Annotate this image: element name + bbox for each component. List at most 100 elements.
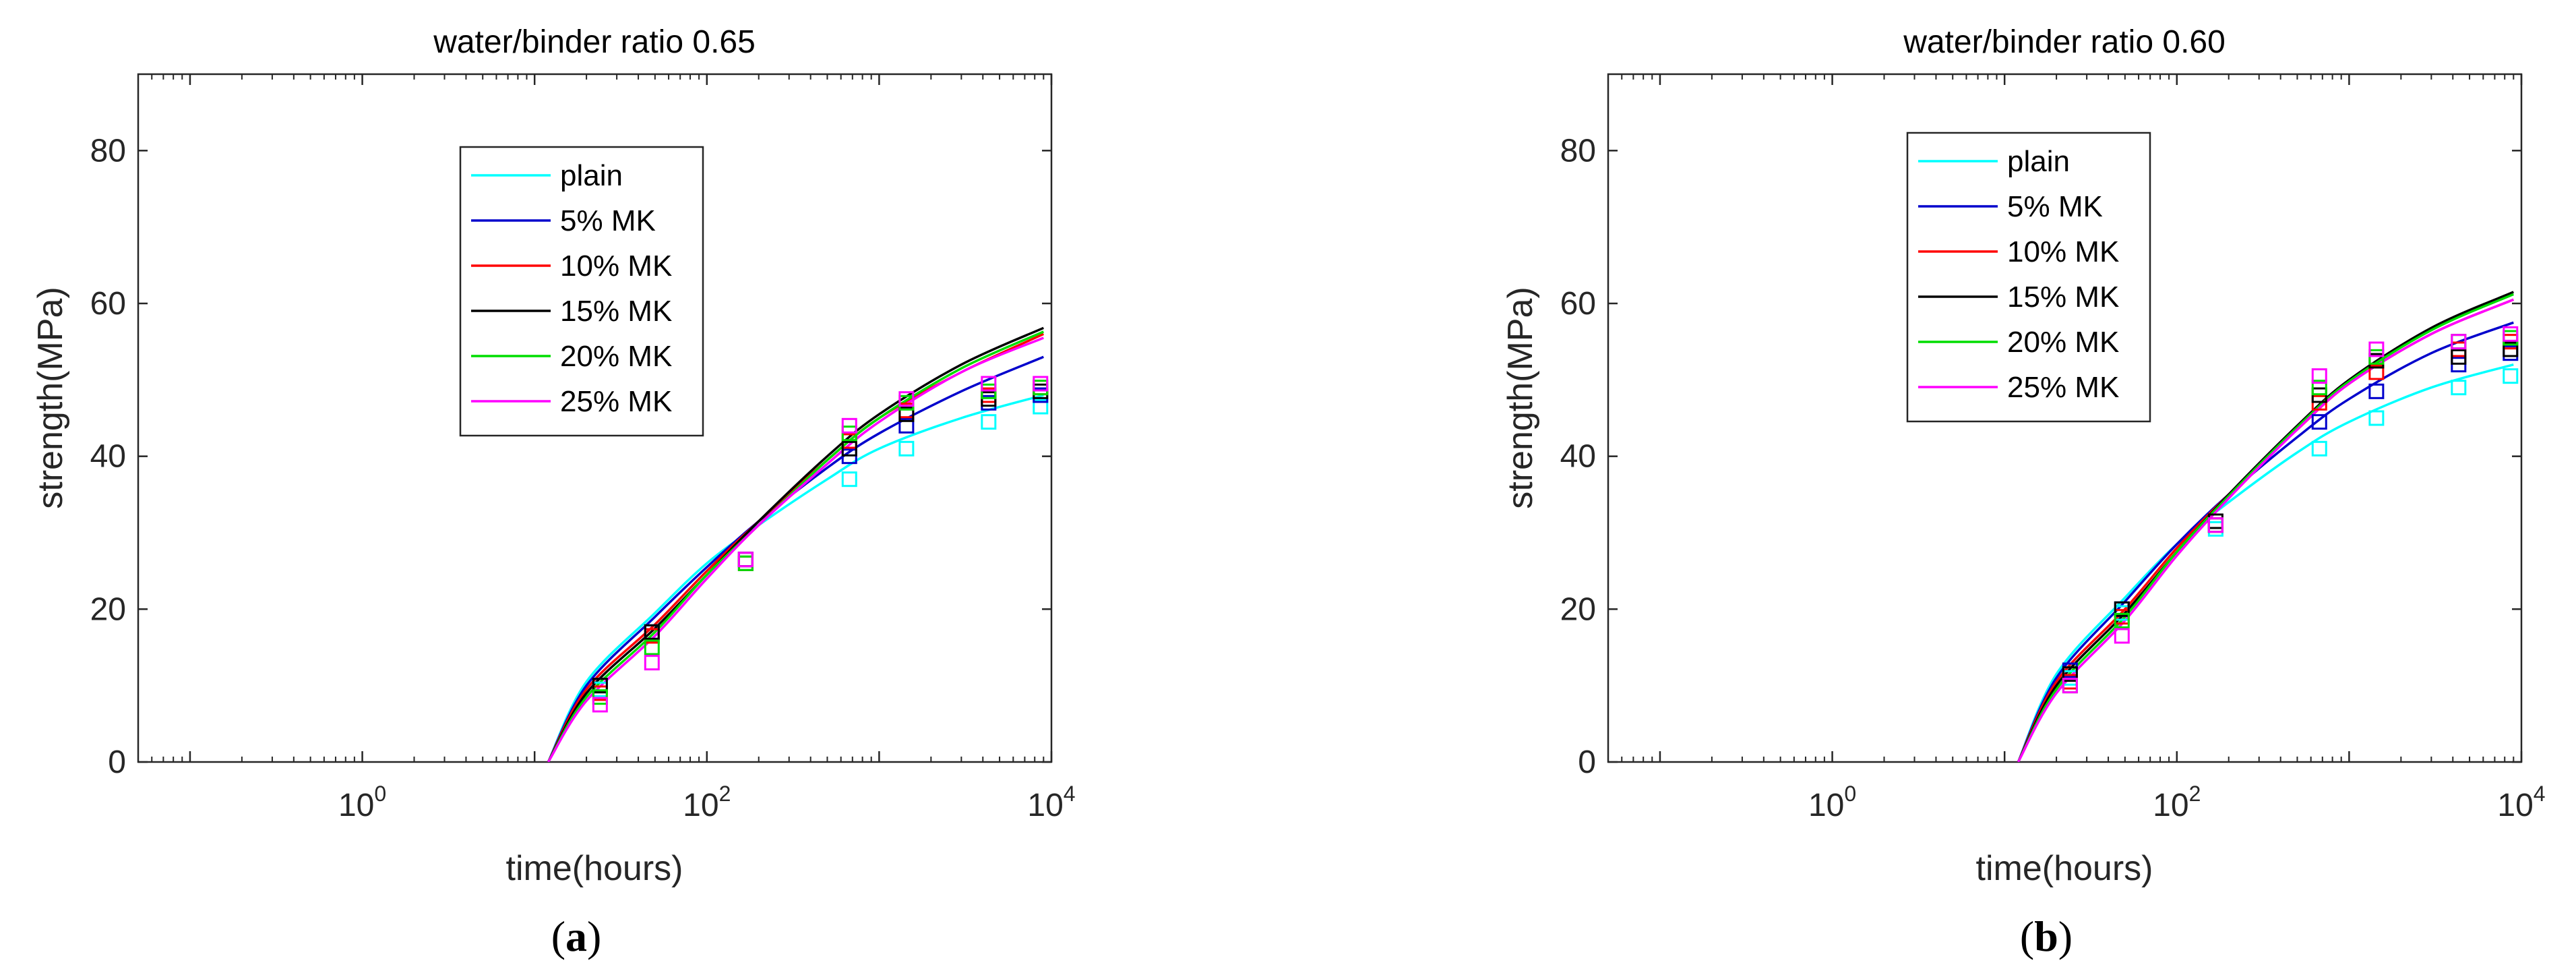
panel-a-legend-label: 15% MK — [560, 295, 672, 328]
panel-b-measured-point — [2114, 628, 2130, 644]
panel-a-measured-point — [898, 440, 915, 457]
panel-b-xtick-label: 104 — [2497, 782, 2545, 823]
panel-a-legend-label: 10% MK — [560, 249, 672, 283]
panel-a-xtick-exp: 2 — [719, 782, 731, 806]
panel-a-measured-point — [898, 391, 915, 407]
panel-b-legend-label: 25% MK — [2007, 371, 2119, 404]
panel-b-measured-point — [2368, 341, 2385, 357]
panel-a-xtick-label: 104 — [1027, 782, 1075, 823]
panel-a-legend-label: plain — [560, 159, 623, 192]
panel-b-ytick-label: 80 — [1560, 133, 1596, 169]
panel-b-legend-label: 20% MK — [2007, 326, 2119, 359]
panel-b-measured-point — [2368, 383, 2385, 399]
panel-a-legend-label: 20% MK — [560, 340, 672, 373]
panel-b-ylabel: strength(MPa) — [1501, 287, 1540, 508]
panel-b-legend-label: 10% MK — [2007, 235, 2119, 268]
panel-b-fit-curve — [2017, 298, 2514, 762]
panel-b-measured-point — [2062, 666, 2078, 682]
panel-b-measured-point — [2114, 612, 2130, 628]
panel-a-measured-point — [644, 655, 660, 671]
panel-b-legend-label: plain — [2007, 145, 2070, 178]
panel-b-xtick-base: 10 — [2153, 788, 2188, 823]
panel-b-title: water/binder ratio 0.60 — [1903, 24, 2226, 60]
panel-a-xtick-exp: 0 — [374, 782, 386, 806]
panel-a-ylabel: strength(MPa) — [31, 287, 70, 508]
panel-a-xtick-base: 10 — [1027, 788, 1063, 823]
panel-a-measured-point — [898, 406, 915, 422]
panel-b-measured-point — [2311, 440, 2327, 457]
panel-b-measured-point — [2207, 517, 2224, 533]
panel-a-legend-label: 25% MK — [560, 385, 672, 418]
panel-b-legend: plain 5% MK 10% MK 15% MK 20% MK 25% MK — [1906, 131, 2151, 423]
panel-b-xtick-label: 100 — [1808, 782, 1856, 823]
panel-a-fit-curve — [547, 326, 1045, 762]
panel-b-xtick-base: 10 — [2497, 788, 2533, 823]
panel-b-caption-letter: b — [2034, 912, 2058, 960]
panel-b-xlabel: time(hours) — [1976, 849, 2153, 888]
panel-a-legend: plain 5% MK 10% MK 15% MK 20% MK 25% MK — [459, 146, 704, 437]
panel-a-ytick-label: 80 — [90, 133, 126, 169]
panel-a-measured-point — [841, 417, 857, 434]
panel-a-measured-point — [981, 414, 997, 430]
panel-a-measured-point — [841, 440, 857, 457]
panel-a-measured-point — [592, 697, 608, 713]
panel-b-legend-box — [1906, 131, 2151, 423]
panel-a-legend-label: 5% MK — [560, 204, 656, 237]
panel-a-measured-point — [981, 376, 997, 392]
panel-a-measured-point — [1033, 376, 1049, 392]
panel-a-measured-point — [592, 678, 608, 694]
panel-b-xtick-exp: 0 — [1844, 782, 1856, 806]
panel-b-legend-label: 15% MK — [2007, 281, 2119, 314]
panel-a-measured-point — [737, 552, 754, 568]
panel-b-measured-point — [2311, 368, 2327, 384]
panel-b-measured-point — [2311, 414, 2327, 430]
panel-a-title: water/binder ratio 0.65 — [433, 24, 756, 60]
panel-b-measured-point — [2503, 341, 2519, 357]
panel-a-xtick-label: 100 — [338, 782, 386, 823]
panel-a-xtick-base: 10 — [338, 788, 374, 823]
panel-a-xtick-exp: 4 — [1064, 782, 1076, 806]
panel-b-measured-point — [2368, 364, 2385, 380]
panel-a-measured-point — [1033, 399, 1049, 415]
panel-b-legend-label: 5% MK — [2007, 190, 2103, 223]
panel-a-caption: (a) — [551, 912, 602, 960]
panel-a-caption-letter: a — [565, 912, 587, 960]
panel-b-measured-point — [2451, 334, 2467, 350]
panel-b-fit-curve — [2017, 293, 2515, 762]
panel-b-measured-point — [2451, 349, 2467, 365]
panel-b: water/binder ratio 0.60 strength(MPa) ti… — [1501, 24, 2546, 960]
panel-b-measured-point — [2503, 368, 2519, 384]
panel-a-ytick-label: 40 — [90, 439, 126, 475]
panel-b-measured-point — [2311, 380, 2327, 396]
panel-a-xtick-label: 102 — [683, 782, 731, 823]
panel-a: water/binder ratio 0.65 strength(MPa) ti… — [31, 24, 1076, 960]
panel-b-ytick-label: 20 — [1560, 591, 1596, 627]
panel-b-fit-curve — [2017, 363, 2514, 762]
panel-a-xlabel: time(hours) — [506, 849, 683, 888]
panel-b-measured-point — [2114, 601, 2130, 617]
panel-a-measured-point — [644, 624, 660, 640]
panel-b-xtick-label: 102 — [2153, 782, 2201, 823]
panel-a-measured-point — [898, 417, 915, 434]
panel-a-xtick-base: 10 — [683, 788, 718, 823]
panel-b-measured-point — [2451, 380, 2467, 396]
panel-a-ytick-label: 0 — [108, 744, 126, 780]
panel-a-ytick-label: 20 — [90, 591, 126, 627]
panel-a-legend-box — [459, 146, 704, 437]
panel-b-measured-point — [2503, 326, 2519, 342]
panel-b-ytick-label: 40 — [1560, 439, 1596, 475]
panel-b-xtick-exp: 2 — [2189, 782, 2201, 806]
panel-b-xtick-base: 10 — [1808, 788, 1844, 823]
panel-a-measured-point — [644, 639, 660, 655]
panel-a-ytick-label: 60 — [90, 286, 126, 322]
panel-b-ytick-label: 60 — [1560, 286, 1596, 322]
panel-b-caption: (b) — [2020, 912, 2073, 960]
panel-b-measured-point — [2062, 678, 2078, 694]
panel-b-xtick-exp: 4 — [2534, 782, 2546, 806]
panel-b-measured-point — [2368, 410, 2385, 426]
panel-a-measured-point — [841, 471, 857, 488]
panel-b-ytick-label: 0 — [1578, 744, 1596, 780]
